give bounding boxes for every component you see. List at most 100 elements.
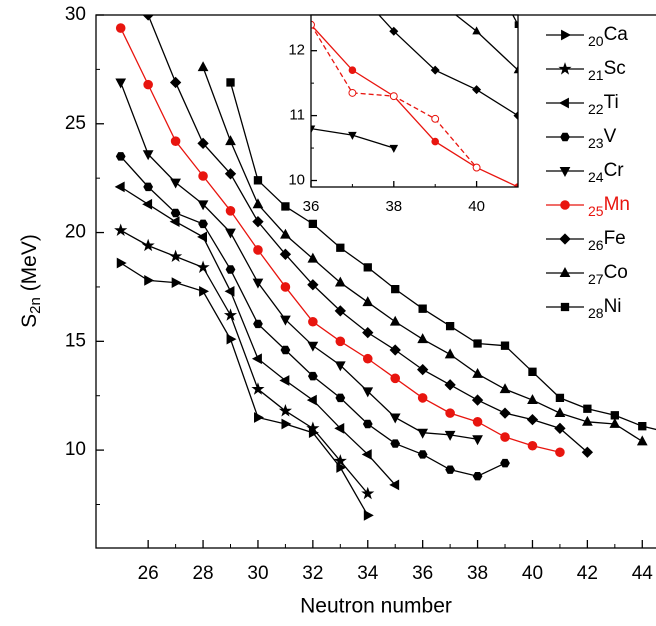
y-axis-label: S2n (MeV) [18, 234, 44, 328]
legend-name: V [604, 126, 617, 147]
x-tick-label: 38 [385, 198, 402, 215]
legend-name: Fe [604, 228, 626, 249]
legend-label: 26Fe [588, 228, 626, 253]
marker [472, 417, 483, 427]
marker [169, 249, 183, 263]
marker [306, 421, 320, 434]
marker [197, 137, 209, 150]
marker [279, 248, 292, 260]
x-tick-label: 30 [247, 563, 268, 584]
marker [280, 345, 291, 355]
marker [472, 163, 481, 172]
legend-name: Ti [604, 92, 619, 113]
marker [526, 413, 539, 426]
marker [389, 26, 399, 36]
marker [389, 315, 401, 326]
series-line [120, 186, 396, 486]
marker [334, 305, 346, 317]
marker [389, 92, 398, 101]
marker [141, 238, 155, 252]
marker [170, 178, 181, 189]
x-tick-label: 40 [468, 198, 485, 215]
marker [417, 450, 428, 459]
legend-label: 28Ni [588, 296, 622, 321]
marker [362, 387, 374, 398]
marker [225, 3, 232, 9]
marker [389, 144, 399, 153]
marker [169, 76, 182, 89]
marker [445, 321, 455, 331]
marker [183, 112, 189, 119]
legend-name: Co [604, 262, 628, 283]
marker [336, 462, 347, 473]
legend-mass: 24 [588, 169, 604, 185]
x-tick-label: 38 [467, 563, 488, 584]
marker [432, 0, 439, 1]
marker [60, 80, 66, 87]
marker [226, 78, 235, 87]
y-label-unit: (MeV) [18, 234, 41, 297]
x-tick-label: 26 [138, 563, 159, 584]
marker [500, 341, 510, 350]
marker [335, 393, 346, 403]
y-tick-label: 10 [65, 439, 86, 460]
y-tick-label: 25 [65, 113, 86, 134]
marker [559, 167, 571, 177]
marker [225, 228, 236, 239]
marker [198, 171, 208, 181]
legend-label: 24Cr [588, 160, 624, 185]
marker [199, 285, 210, 297]
legend-name: Mn [604, 194, 630, 215]
legend-mass: 28 [588, 305, 604, 321]
marker [348, 88, 357, 97]
marker [361, 449, 372, 460]
marker [472, 367, 483, 378]
marker [500, 458, 510, 468]
marker [557, 54, 563, 60]
legend-mass: 21 [588, 67, 604, 83]
inset-plot [60, 0, 645, 288]
marker [254, 412, 264, 423]
x-tick-label: 40 [522, 563, 543, 584]
marker [361, 486, 375, 500]
marker [559, 233, 571, 245]
series-line [120, 262, 369, 516]
marker [281, 418, 292, 430]
series-line [378, 15, 518, 117]
x-tick-label: 36 [412, 563, 433, 584]
y-tick-label: 12 [288, 42, 305, 59]
marker [114, 223, 128, 236]
y-label-symbol: S [18, 314, 41, 328]
legend-label: 25Mn [588, 194, 630, 219]
marker [280, 282, 291, 292]
series-line [311, 23, 518, 187]
marker [432, 217, 439, 223]
x-tick-label: 28 [192, 563, 213, 584]
marker [280, 228, 291, 239]
marker [639, 106, 645, 112]
marker [196, 260, 210, 273]
marker [559, 97, 569, 109]
marker [253, 319, 263, 329]
marker [610, 411, 619, 420]
marker [349, 236, 356, 242]
marker [266, 281, 272, 288]
marker [561, 29, 571, 41]
marker [143, 125, 149, 132]
marker [391, 256, 398, 262]
marker [560, 302, 570, 312]
legend-label: 22Ti [588, 92, 619, 117]
marker [198, 219, 208, 229]
marker [417, 428, 429, 439]
marker [307, 252, 319, 263]
marker [554, 422, 566, 434]
marker [555, 393, 565, 403]
marker [473, 339, 482, 348]
marker [445, 408, 455, 418]
marker [115, 78, 127, 89]
legend-name: Cr [604, 160, 625, 181]
marker [223, 308, 238, 321]
marker [560, 200, 570, 210]
